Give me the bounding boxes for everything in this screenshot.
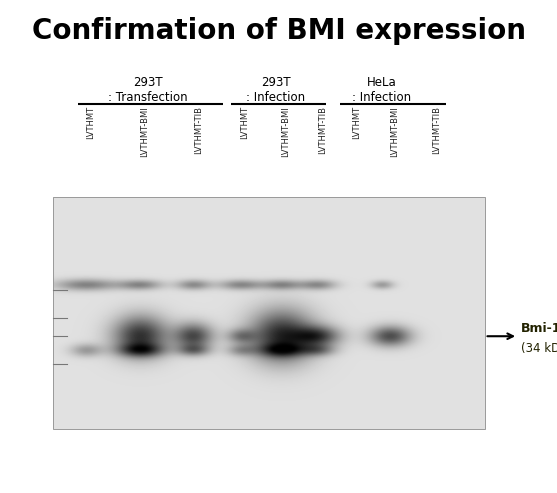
Text: LVTHMT-TIB: LVTHMT-TIB xyxy=(432,106,441,154)
Text: LVTHMT: LVTHMT xyxy=(352,106,361,139)
Text: LVTHMT: LVTHMT xyxy=(241,106,250,139)
Text: Confirmation of BMI expression: Confirmation of BMI expression xyxy=(32,17,525,45)
Text: 293T
: Infection: 293T : Infection xyxy=(246,76,305,105)
Bar xyxy=(53,197,485,429)
Text: LVTHMT: LVTHMT xyxy=(86,106,95,139)
Text: (34 kDa): (34 kDa) xyxy=(521,342,557,355)
Text: LVTHMT-BMI: LVTHMT-BMI xyxy=(390,106,399,157)
Text: Bmi-1: Bmi-1 xyxy=(521,322,557,335)
Text: LVTHMT-BMI: LVTHMT-BMI xyxy=(140,106,149,157)
Text: LVTHMT-TIB: LVTHMT-TIB xyxy=(194,106,203,154)
Text: HeLa
: Infection: HeLa : Infection xyxy=(352,76,411,105)
Text: LVTHMT-BMI: LVTHMT-BMI xyxy=(281,106,290,157)
Text: 293T
: Transfection: 293T : Transfection xyxy=(108,76,187,105)
Text: LVTHMT-TIB: LVTHMT-TIB xyxy=(318,106,327,154)
